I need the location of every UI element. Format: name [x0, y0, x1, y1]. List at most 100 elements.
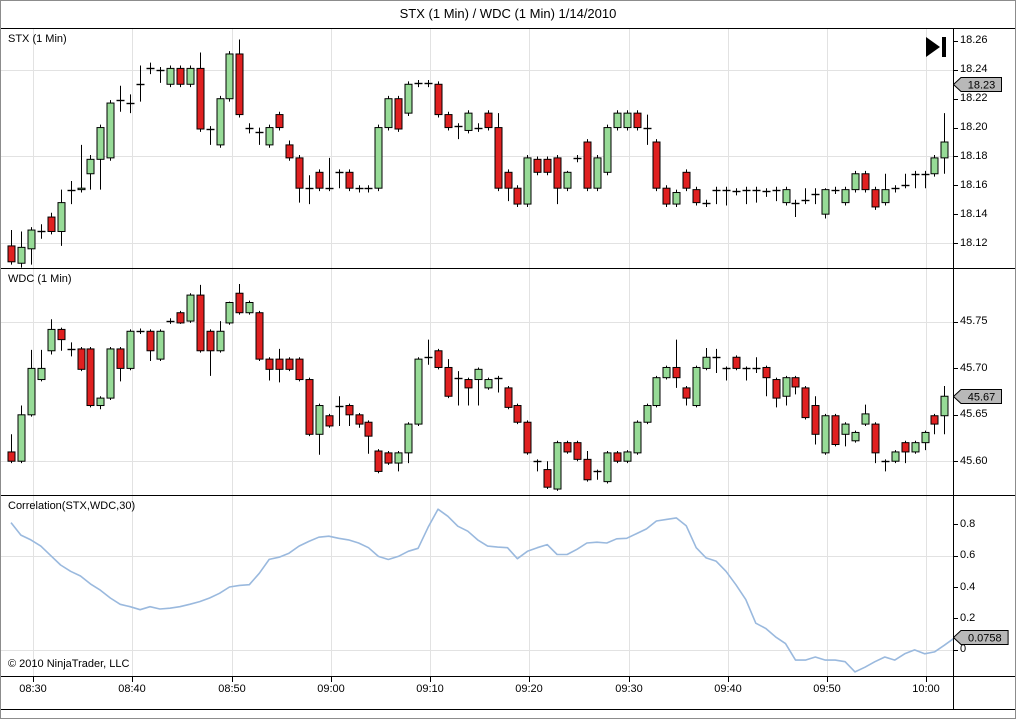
down-candle — [265, 358, 274, 370]
price-tick — [953, 185, 958, 186]
price-tick-label: 18.20 — [960, 121, 988, 133]
up-candle — [265, 127, 274, 146]
down-candle — [682, 171, 691, 189]
up-candle — [891, 451, 900, 462]
up-candle — [315, 405, 324, 435]
down-candle — [543, 158, 552, 173]
down-candle — [811, 405, 820, 435]
up-candle — [841, 423, 850, 435]
marker-shape — [953, 389, 1002, 404]
down-candle — [831, 415, 840, 446]
up-candle — [841, 189, 850, 204]
down-candle — [504, 387, 513, 408]
down-candle — [464, 379, 473, 389]
price-axis-line — [953, 28, 954, 710]
down-candle — [394, 98, 403, 130]
down-candle — [364, 421, 373, 437]
time-axis-divider — [1, 676, 1015, 677]
down-candle — [791, 377, 800, 388]
correlation-panel[interactable] — [1, 496, 953, 676]
up-candle — [672, 192, 681, 205]
panel-divider-1 — [1, 268, 1015, 269]
up-candle — [881, 189, 890, 204]
up-candle — [77, 187, 86, 191]
down-candle — [613, 452, 622, 462]
down-candle — [176, 312, 185, 324]
time-tick-label: 08:30 — [19, 683, 47, 695]
down-candle — [513, 405, 522, 423]
price-tick — [953, 156, 958, 157]
up-candle — [484, 379, 493, 389]
stx-price-panel[interactable] — [1, 29, 953, 268]
time-tick-label: 09:00 — [317, 683, 345, 695]
up-candle — [782, 377, 791, 397]
down-candle — [206, 330, 215, 352]
time-tick — [430, 676, 431, 682]
marker-shape — [953, 630, 1009, 645]
up-candle — [225, 53, 234, 100]
down-candle — [434, 83, 443, 116]
up-candle — [553, 442, 562, 490]
price-tick — [953, 214, 958, 215]
down-candle — [305, 379, 314, 435]
down-candle — [861, 173, 870, 191]
up-candle — [216, 330, 225, 352]
time-tick-label: 09:40 — [714, 683, 742, 695]
down-candle — [444, 114, 453, 129]
up-candle — [623, 112, 632, 129]
down-candle — [682, 387, 691, 399]
down-candle — [315, 171, 324, 189]
up-candle — [37, 367, 46, 381]
time-tick-label: 09:30 — [615, 683, 643, 695]
up-candle — [394, 452, 403, 464]
down-candle — [901, 442, 910, 453]
down-candle — [355, 414, 364, 425]
up-candle — [27, 367, 36, 416]
up-candle — [474, 368, 483, 381]
price-tick-label: 0.6 — [960, 549, 976, 561]
down-candle — [235, 292, 244, 314]
up-candle — [593, 157, 602, 189]
down-candle — [543, 469, 552, 488]
up-candle — [186, 294, 195, 322]
down-candle — [146, 330, 155, 352]
time-tick-label: 08:40 — [118, 683, 146, 695]
down-candle — [583, 458, 592, 481]
time-tick-label: 09:10 — [416, 683, 444, 695]
up-candle — [782, 189, 791, 204]
price-tick-label: 0 — [960, 643, 967, 655]
time-gridline — [33, 29, 34, 676]
up-candle — [940, 141, 949, 159]
wdc-price-panel[interactable] — [1, 269, 953, 495]
up-candle — [106, 348, 115, 399]
price-tick — [953, 368, 958, 369]
up-candle — [86, 158, 95, 175]
down-candle — [692, 189, 701, 204]
time-gridline — [728, 29, 729, 676]
down-candle — [285, 144, 294, 159]
up-candle — [662, 366, 671, 379]
up-candle — [702, 356, 711, 369]
down-candle — [553, 157, 562, 189]
up-candle — [216, 98, 225, 146]
time-tick — [132, 676, 133, 682]
time-tick-label: 08:50 — [218, 683, 246, 695]
down-candle — [533, 158, 542, 173]
down-candle — [345, 405, 354, 416]
up-candle — [851, 431, 860, 442]
skip-to-end-icon[interactable] — [923, 34, 949, 60]
up-candle — [17, 414, 26, 462]
time-gridline — [232, 29, 233, 676]
price-tick — [953, 556, 958, 557]
down-candle — [86, 348, 95, 407]
correlation-line — [10, 508, 953, 673]
time-tick — [529, 676, 530, 682]
correlation-panel-label: Correlation(STX,WDC,30) — [8, 500, 136, 512]
up-candle — [414, 358, 423, 425]
down-candle — [662, 187, 671, 205]
copyright-label: © 2010 NinjaTrader, LLC — [8, 658, 130, 670]
price-tick-label: 18.14 — [960, 208, 988, 220]
down-candle — [434, 350, 443, 368]
marker-value: 18.23 — [968, 80, 996, 92]
down-candle — [57, 328, 66, 341]
